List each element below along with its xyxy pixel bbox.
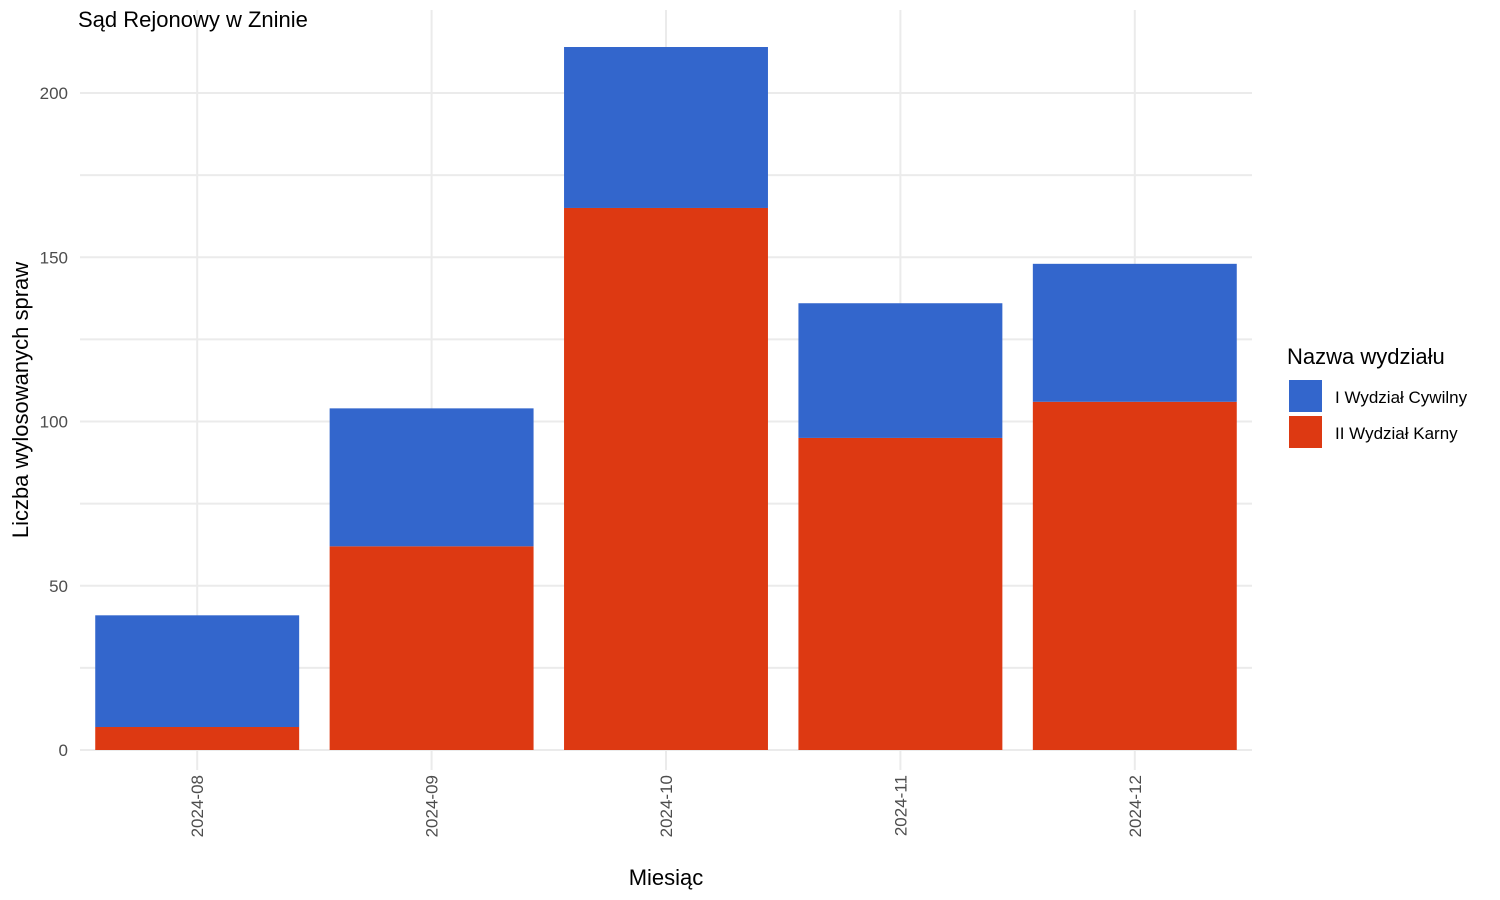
legend-swatch-civil xyxy=(1289,380,1322,412)
y-tick-label: 200 xyxy=(40,84,68,103)
bar-civil-2024-11 xyxy=(798,303,1003,438)
x-tick-label: 2024-08 xyxy=(188,775,207,837)
legend-title: Nazwa wydziału xyxy=(1287,344,1445,369)
bar-civil-2024-08 xyxy=(95,615,300,728)
legend-label-civil: I Wydział Cywilny xyxy=(1335,388,1468,407)
x-axis-ticks: 2024-08 2024-09 2024-10 2024-11 2024-12 xyxy=(188,775,1145,837)
bar-civil-2024-09 xyxy=(329,408,534,547)
bars xyxy=(95,47,1237,751)
bar-criminal-2024-10 xyxy=(564,207,768,751)
bar-criminal-2024-08 xyxy=(95,727,300,750)
x-tick-label: 2024-11 xyxy=(891,775,910,836)
x-tick-label: 2024-09 xyxy=(423,775,442,837)
x-tick-label: 2024-12 xyxy=(1126,775,1145,837)
legend: Nazwa wydziału I Wydział Cywilny II Wydz… xyxy=(1287,344,1468,448)
x-tick-label: 2024-10 xyxy=(657,775,676,837)
y-axis-ticks: 0 50 100 150 200 xyxy=(40,84,68,760)
x-axis-title: Miesiąc xyxy=(629,865,704,890)
y-axis-title: Liczba wylosowanych spraw xyxy=(8,262,33,538)
y-tick-label: 50 xyxy=(49,577,68,596)
legend-label-criminal: II Wydział Karny xyxy=(1335,424,1458,443)
y-tick-label: 0 xyxy=(59,741,68,760)
legend-swatch-criminal xyxy=(1289,416,1322,448)
chart-title: Sąd Rejonowy w Zninie xyxy=(78,7,308,32)
bar-civil-2024-10 xyxy=(564,47,768,208)
y-tick-label: 150 xyxy=(40,248,68,267)
bar-criminal-2024-09 xyxy=(329,546,534,750)
bar-criminal-2024-12 xyxy=(1032,401,1237,750)
y-tick-label: 100 xyxy=(40,413,68,432)
bar-civil-2024-12 xyxy=(1032,263,1237,402)
bar-criminal-2024-11 xyxy=(798,437,1003,750)
